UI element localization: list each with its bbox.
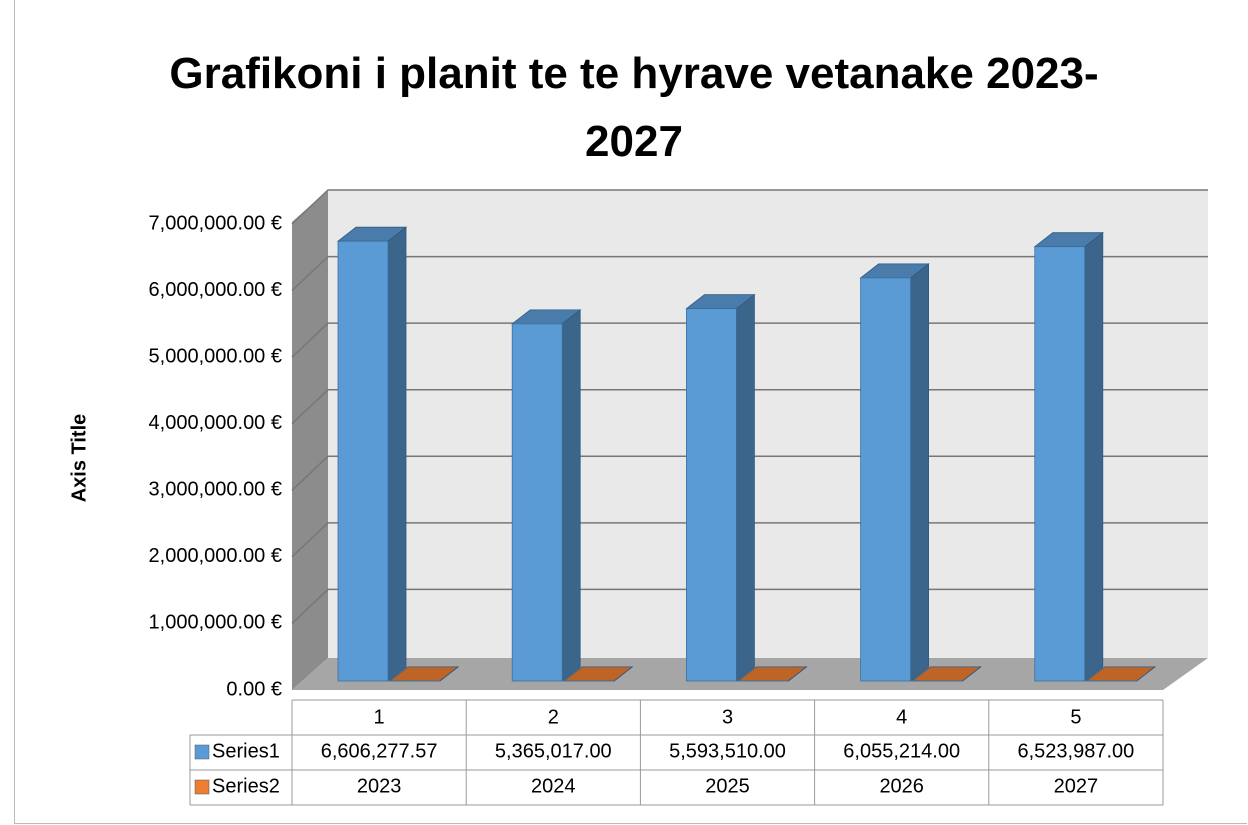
- bar-face: [686, 308, 737, 682]
- bar: [336, 226, 408, 682]
- bar: [388, 666, 460, 682]
- table-category: 4: [896, 706, 907, 728]
- bar: [1033, 231, 1104, 682]
- bar: [911, 666, 982, 682]
- table-value: 2026: [879, 775, 924, 797]
- legend-key: [194, 744, 210, 760]
- table-category: 2: [548, 706, 559, 728]
- bar-face: [910, 263, 929, 682]
- legend-label: Series1: [212, 740, 280, 762]
- y-tick-label: 3,000,000.00 €: [149, 479, 282, 501]
- y-tick-label: 4,000,000.00 €: [149, 412, 282, 434]
- chart-title: Grafikoni i planit te te hyrave vetanake…: [169, 49, 1099, 166]
- table-value: 5,365,017.00: [495, 740, 612, 762]
- bar: [511, 309, 582, 682]
- bar-face: [860, 277, 911, 682]
- bar-face: [1084, 231, 1104, 682]
- table-value: 2025: [705, 775, 750, 797]
- bar-face: [337, 240, 389, 682]
- table-value: 2024: [531, 775, 576, 797]
- bar-face: [561, 309, 581, 682]
- side-wall: [292, 190, 328, 690]
- table-value: 2023: [357, 775, 402, 797]
- table-category: 1: [374, 706, 385, 728]
- y-tick-label: 5,000,000.00 €: [149, 345, 282, 367]
- chart-frame: [14, 0, 1247, 824]
- bar-face: [511, 323, 563, 682]
- bar: [1085, 666, 1156, 682]
- legend-label: Series2: [212, 775, 280, 797]
- table-category: 3: [722, 706, 733, 728]
- bar: [685, 293, 756, 682]
- y-tick-label: 1,000,000.00 €: [149, 612, 282, 634]
- table-value: 5,593,510.00: [669, 740, 786, 762]
- y-tick-label: 6,000,000.00 €: [149, 279, 282, 301]
- y-tick-label: 7,000,000.00 €: [149, 212, 282, 234]
- legend-key: [194, 779, 210, 795]
- y-axis-title: Axis Title: [68, 414, 90, 503]
- bar-face: [387, 226, 407, 682]
- table-value: 2027: [1054, 775, 1099, 797]
- table-value: 6,523,987.00: [1018, 740, 1135, 762]
- bar: [563, 666, 634, 682]
- bar: [737, 666, 808, 682]
- y-tick-label: 0.00 €: [226, 678, 282, 700]
- table-value: 6,606,277.57: [321, 740, 438, 762]
- grid-line: [291, 189, 1208, 225]
- y-tick-label: 2,000,000.00 €: [149, 545, 282, 567]
- table-value: 6,055,214.00: [843, 740, 960, 762]
- bar: [859, 263, 930, 682]
- table-category: 5: [1070, 706, 1081, 728]
- grid-line: [291, 255, 1208, 292]
- bar-face: [1034, 246, 1086, 682]
- bar-face: [736, 293, 755, 682]
